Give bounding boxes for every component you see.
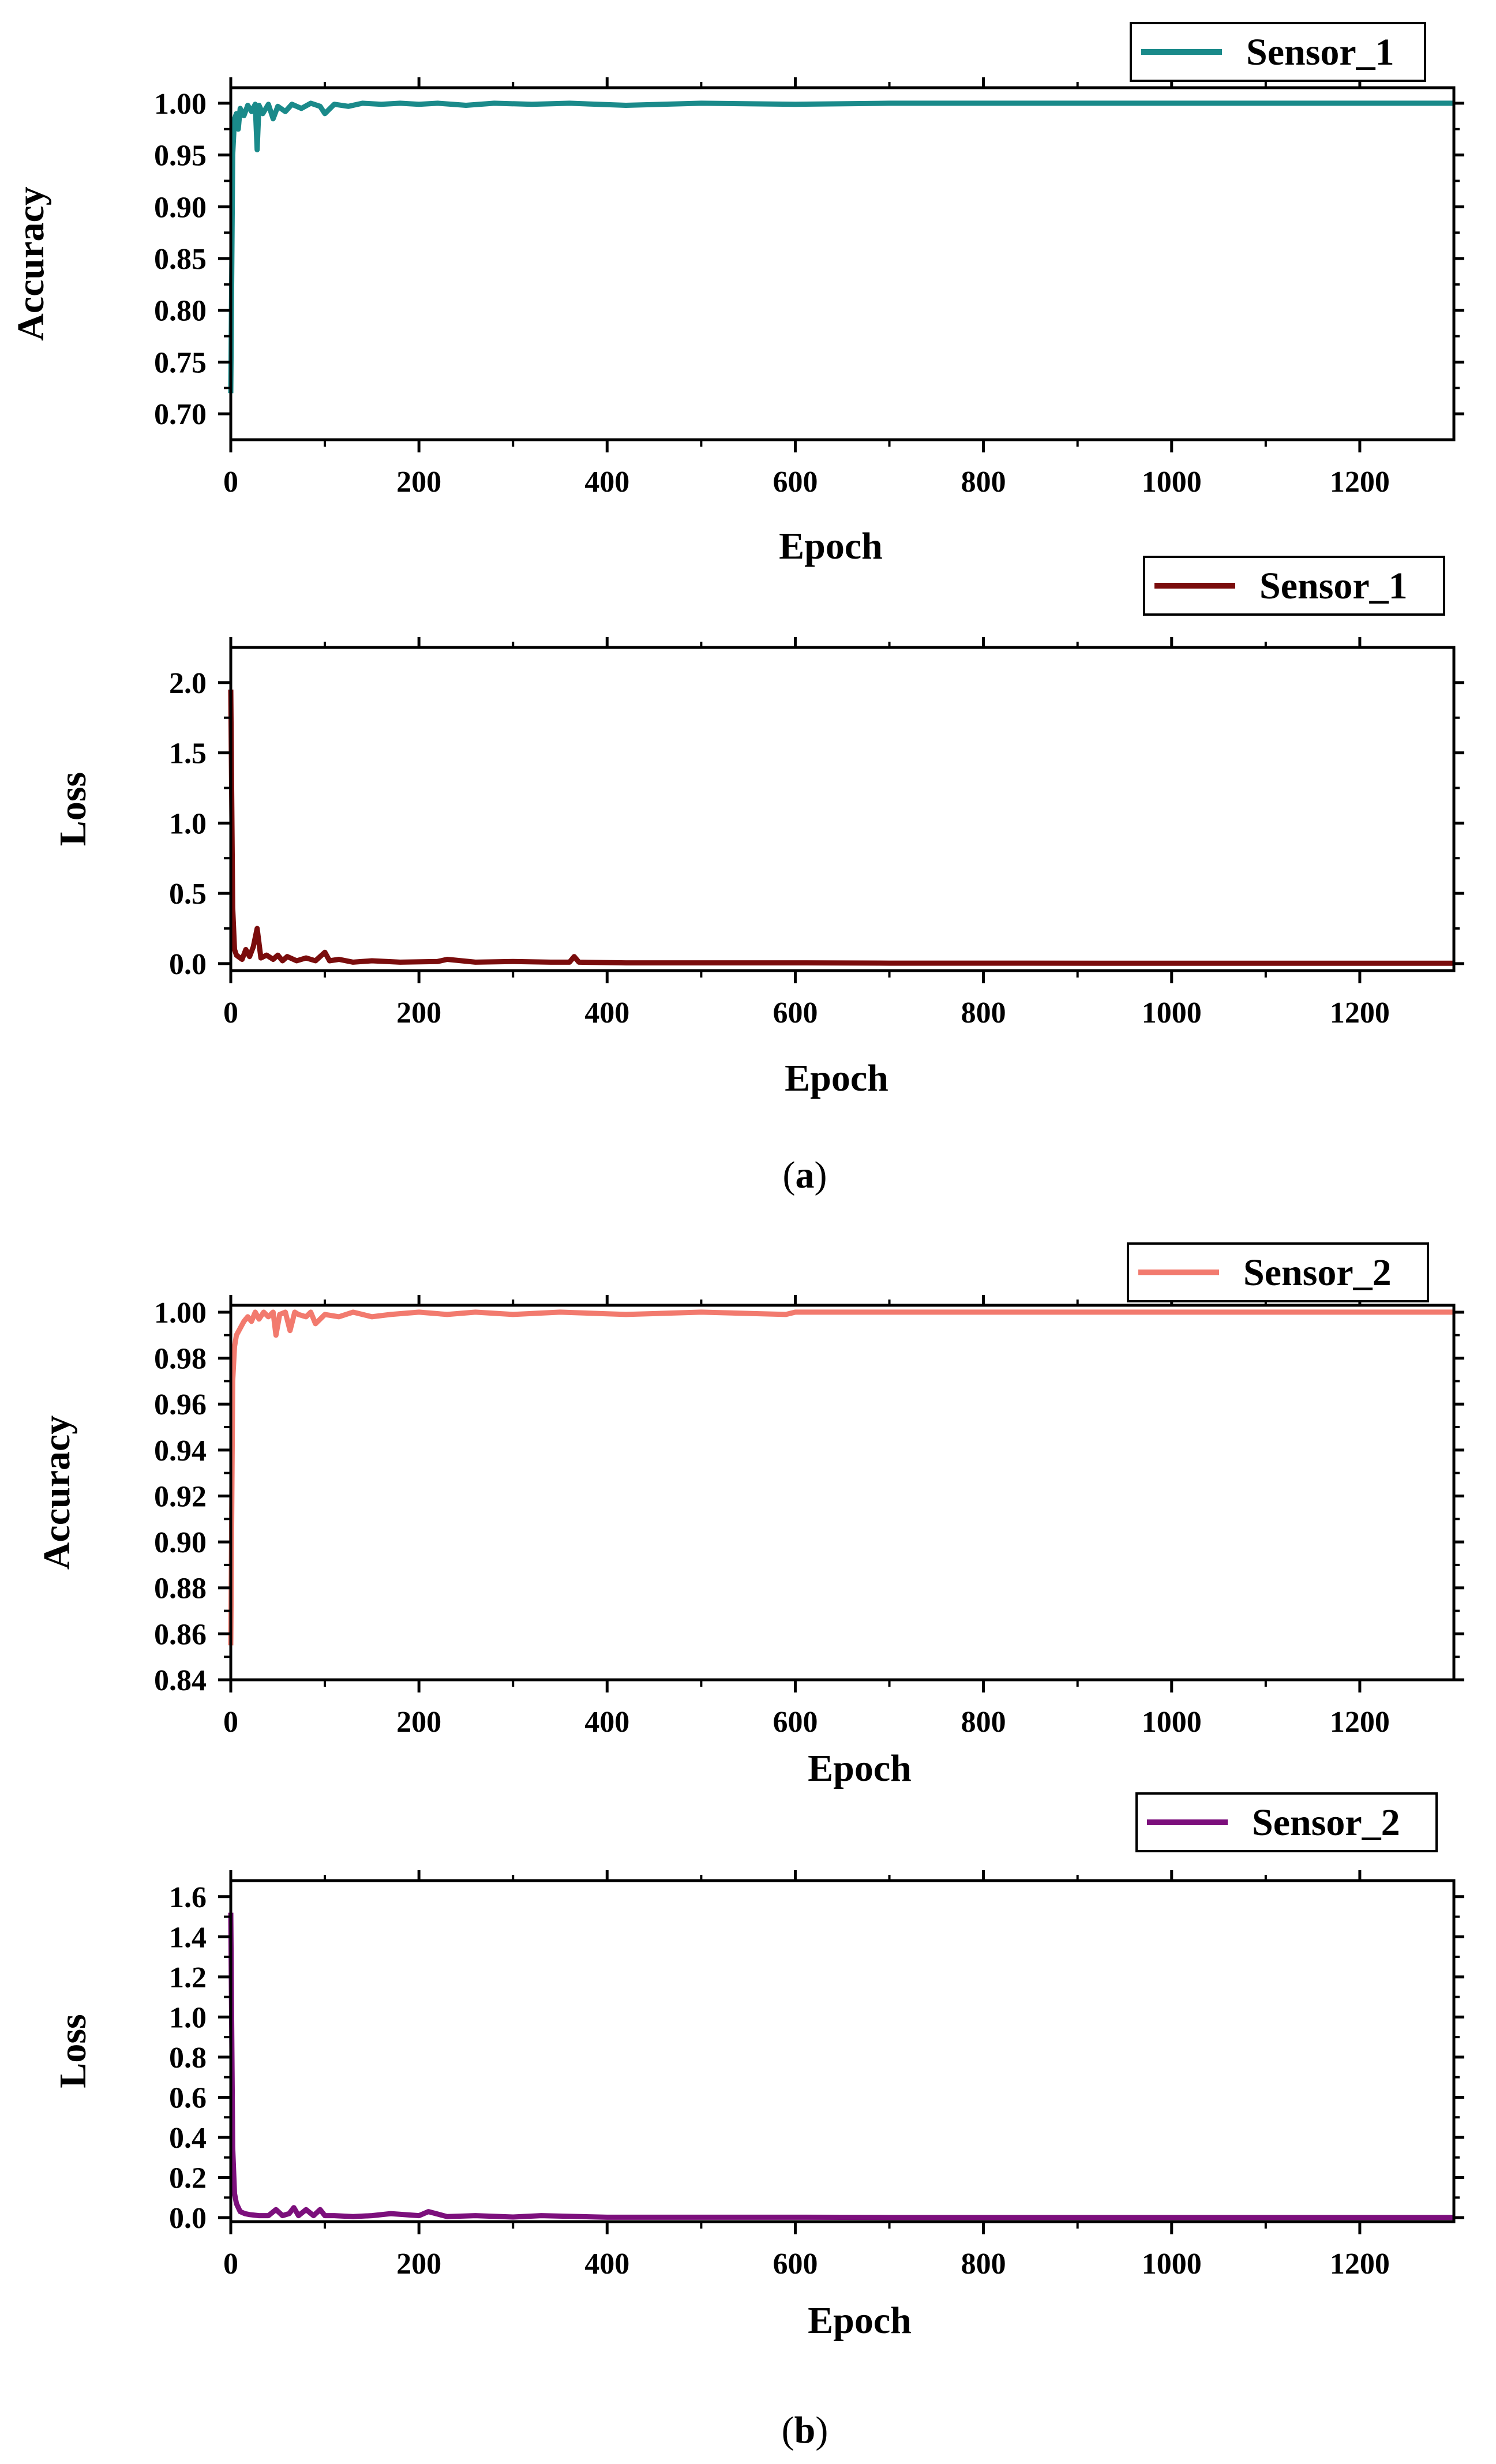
y-tick-label: 0.0 [169, 2202, 207, 2235]
y-axis-label: Accuracy [10, 186, 52, 341]
chart-panel-b-accuracy: 0 200 400 600 800 1000 1200 0.84 0.86 0.88 0.90 0.9… [36, 1242, 1464, 1789]
series-line-sensor_2 [228, 1309, 1454, 1646]
y-tick-label: 0.4 [169, 2122, 207, 2155]
y-tick-label: 1.0 [169, 2001, 207, 2034]
y-tick-label: 1.4 [169, 1921, 207, 1954]
y-tick-label: 1.00 [154, 88, 207, 121]
x-axis-label: Epoch [808, 2300, 912, 2342]
series-line-sensor_2 [228, 1912, 1454, 2220]
legend-label: Sensor_2 [1243, 1252, 1392, 1294]
y-tick-label: 0.8 [169, 2042, 207, 2074]
y-axis-label: Loss [52, 772, 94, 846]
x-tick-label: 1000 [1142, 2248, 1202, 2280]
x-tick-label: 800 [961, 997, 1006, 1029]
x-tick-label: 0 [223, 997, 238, 1029]
y-tick-label: 0.90 [154, 1526, 207, 1559]
x-tick-label: 800 [961, 2248, 1006, 2280]
y-tick-label: 0.6 [169, 2081, 207, 2114]
y-tick-label: 1.00 [154, 1297, 207, 1330]
x-tick-label: 1200 [1330, 1706, 1390, 1739]
x-tick-label: 800 [961, 1706, 1006, 1739]
legend: Sensor_1 [1143, 556, 1445, 616]
caption-a: (a) [783, 1154, 827, 1196]
chart-panel-b-loss: 0 200 400 600 800 1000 1200 0.0 0.2 0.4 0.6 0.8 1.0 1… [52, 1792, 1464, 2342]
legend: Sensor_1 [1130, 22, 1426, 82]
x-tick-label: 400 [584, 997, 629, 1029]
y-tick-label: 0.5 [169, 878, 207, 911]
x-tick-label: 400 [584, 1706, 629, 1739]
y-axis-label: Loss [52, 2014, 94, 2088]
y-tick-label: 0.70 [154, 398, 207, 431]
y-tick-label: 1.6 [169, 1881, 207, 1914]
series-line-sensor_1 [228, 689, 1454, 966]
x-tick-label: 600 [773, 466, 818, 499]
legend: Sensor_2 [1127, 1242, 1429, 1302]
y-tick-label: 1.2 [169, 1961, 207, 1994]
x-tick-label: 400 [584, 2248, 629, 2280]
legend-label: Sensor_2 [1252, 1802, 1400, 1844]
y-tick-label: 0.0 [169, 948, 207, 981]
plot-frame [229, 646, 1456, 972]
x-tick-label: 0 [223, 2248, 238, 2280]
y-tick-label: 0.92 [154, 1480, 207, 1513]
x-tick-label: 1200 [1330, 2248, 1390, 2280]
x-tick-label: 1000 [1142, 997, 1202, 1029]
y-tick-label: 0.88 [154, 1572, 207, 1605]
x-tick-label: 600 [773, 997, 818, 1029]
legend-box [1143, 556, 1445, 616]
x-axis-label: Epoch [779, 525, 883, 567]
y-axis-label: Accuracy [36, 1416, 78, 1570]
plot-frame [229, 1304, 1456, 1682]
series-line-sensor_1 [228, 100, 1454, 394]
y-tick-label: 0.94 [154, 1435, 207, 1467]
x-tick-label: 200 [396, 466, 441, 499]
caption-b: (b) [782, 2409, 828, 2451]
plot-frame [229, 86, 1456, 441]
x-tick-label: 800 [961, 466, 1006, 499]
y-tick-label: 0.98 [154, 1343, 207, 1376]
x-tick-label: 600 [773, 1706, 818, 1739]
x-tick-label: 1200 [1330, 997, 1390, 1029]
x-tick-label: 400 [584, 466, 629, 499]
x-tick-label: 0 [223, 1706, 238, 1739]
legend-label: Sensor_1 [1259, 565, 1408, 607]
x-tick-label: 1200 [1330, 466, 1390, 499]
y-tick-label: 1.0 [169, 807, 207, 840]
x-tick-label: 1000 [1142, 1706, 1202, 1739]
y-tick-label: 0.85 [154, 243, 207, 276]
chart-panel-a-loss: 0 200 400 600 800 1000 1200 0.0 0.5 1.0 1.5 2.0 Epoc… [52, 556, 1464, 1099]
x-tick-label: 200 [396, 1706, 441, 1739]
y-tick-label: 1.5 [169, 737, 207, 770]
legend-label: Sensor_1 [1246, 31, 1394, 73]
y-tick-label: 0.80 [154, 295, 207, 328]
y-tick-label: 0.95 [154, 140, 207, 173]
x-tick-label: 600 [773, 2248, 818, 2280]
y-tick-label: 0.90 [154, 191, 207, 224]
y-tick-label: 0.75 [154, 346, 207, 379]
legend: Sensor_2 [1135, 1792, 1438, 1852]
x-tick-label: 200 [396, 997, 441, 1029]
y-tick-label: 0.84 [154, 1664, 207, 1697]
plot-frame [229, 1879, 1456, 2223]
y-tick-label: 0.96 [154, 1388, 207, 1421]
y-tick-label: 0.2 [169, 2162, 207, 2195]
x-tick-label: 200 [396, 2248, 441, 2280]
x-axis-label: Epoch [808, 1747, 912, 1789]
x-axis-label: Epoch [785, 1057, 888, 1099]
chart-panel-a-accuracy: 0 200 400 600 800 1000 1200 0.70 0.75 0.80 0.85 0.9… [10, 22, 1464, 567]
y-tick-label: 2.0 [169, 667, 207, 700]
y-tick-label: 0.86 [154, 1618, 207, 1651]
x-tick-label: 0 [223, 466, 238, 499]
x-tick-label: 1000 [1142, 466, 1202, 499]
